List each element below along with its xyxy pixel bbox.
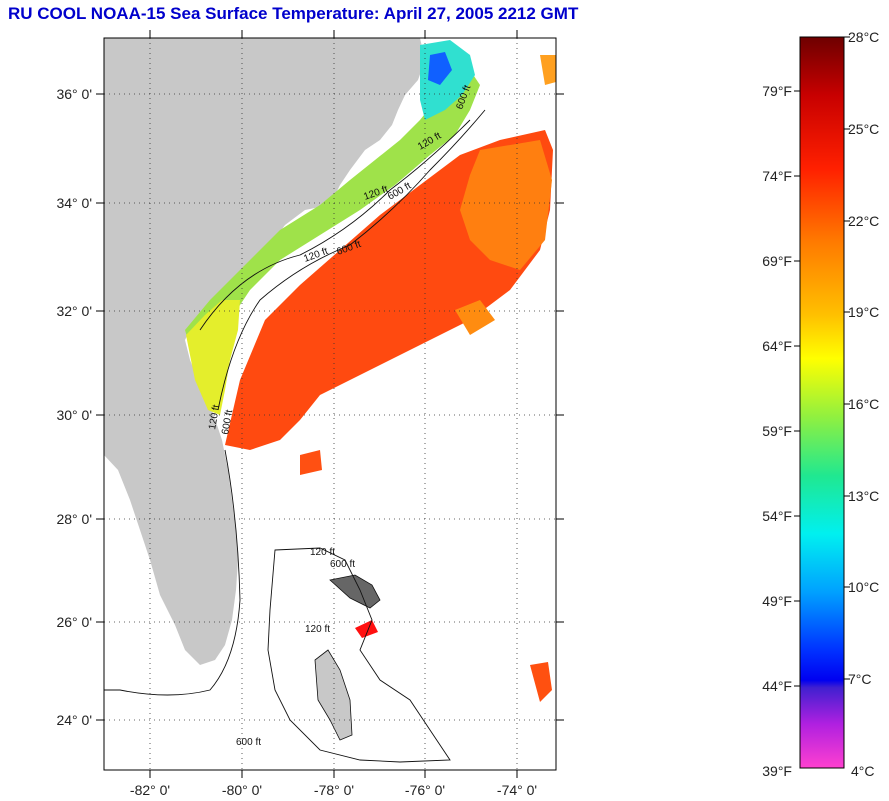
colorbar-label-c: 25°C [848, 121, 879, 137]
sst-patch-2 [300, 450, 322, 475]
colorbar-label-f: 59°F [762, 423, 792, 439]
graticule [104, 38, 556, 770]
colorbar-label-f: 64°F [762, 338, 792, 354]
land-bahamas-grandbahama [329, 574, 381, 609]
sst-coastal-yellow [186, 300, 240, 415]
colorbar-label-c: 10°C [848, 579, 879, 595]
colorbar-label-c: 22°C [848, 213, 879, 229]
lat-tick-label: 24° 0' [56, 712, 92, 728]
contour-600ft [217, 109, 486, 411]
contour-label: 120 ft [310, 547, 335, 558]
colorbar-label-f: 79°F [762, 83, 792, 99]
lat-tick-label: 32° 0' [56, 303, 92, 319]
land-bahamas-andros [314, 649, 353, 741]
colorbar-label-f: 74°F [762, 168, 792, 184]
colorbar-label-f: 49°F [762, 593, 792, 609]
colorbar-label-c: 4°C [851, 763, 875, 779]
lat-tick-label: 34° 0' [56, 195, 92, 211]
colorbar-label-c: 16°C [848, 396, 879, 412]
colorbar-ticks [794, 36, 850, 687]
lon-tick-label: -80° 0' [222, 782, 262, 798]
sst-patch-1 [455, 300, 495, 335]
lat-tick-label: 30° 0' [56, 407, 92, 423]
chart-title: RU COOL NOAA-15 Sea Surface Temperature:… [8, 4, 579, 23]
lat-tick-label: 26° 0' [56, 614, 92, 630]
contour-label: 600 ft [330, 559, 355, 570]
sst-patch-3 [355, 620, 378, 638]
contour-label: 120 ft [207, 404, 222, 431]
map-area: 120 ft 600 ft 120 ft 600 ft 120 ft 600 f… [104, 38, 556, 770]
lon-tick-label: -74° 0' [497, 782, 537, 798]
land-us-coast [104, 38, 425, 665]
lon-tick-label: -76° 0' [405, 782, 445, 798]
colorbar-label-f: 39°F [762, 763, 792, 779]
sst-patch-4 [530, 662, 552, 702]
colorbar-label-c: 13°C [848, 488, 879, 504]
contour-label: 600 ft [220, 409, 235, 436]
colorbar-label-c: 7°C [848, 671, 872, 687]
map-frame [103, 37, 557, 771]
lat-tick-label: 36° 0' [56, 86, 92, 102]
colorbar [799, 36, 845, 769]
contour-florida-shelf [104, 449, 241, 696]
sst-offshore-orange [460, 140, 552, 270]
lat-tick-label: 28° 0' [56, 511, 92, 527]
colorbar-label-f: 44°F [762, 678, 792, 694]
axis-ticks [96, 30, 564, 778]
colorbar-label-f: 54°F [762, 508, 792, 524]
contour-label: 600 ft [236, 737, 261, 748]
colorbar-label-f: 69°F [762, 253, 792, 269]
sst-nearshore-cool [185, 70, 480, 410]
contour-label: 120 ft [305, 624, 330, 635]
lon-tick-label: -78° 0' [314, 782, 354, 798]
sst-shelf-blue [428, 52, 452, 85]
contour-bahamas [267, 547, 451, 763]
lon-tick-label: -82° 0' [130, 782, 170, 798]
colorbar-label-c: 28°C [848, 29, 879, 45]
colorbar-label-c: 19°C [848, 304, 879, 320]
sst-patch-5 [540, 55, 556, 85]
